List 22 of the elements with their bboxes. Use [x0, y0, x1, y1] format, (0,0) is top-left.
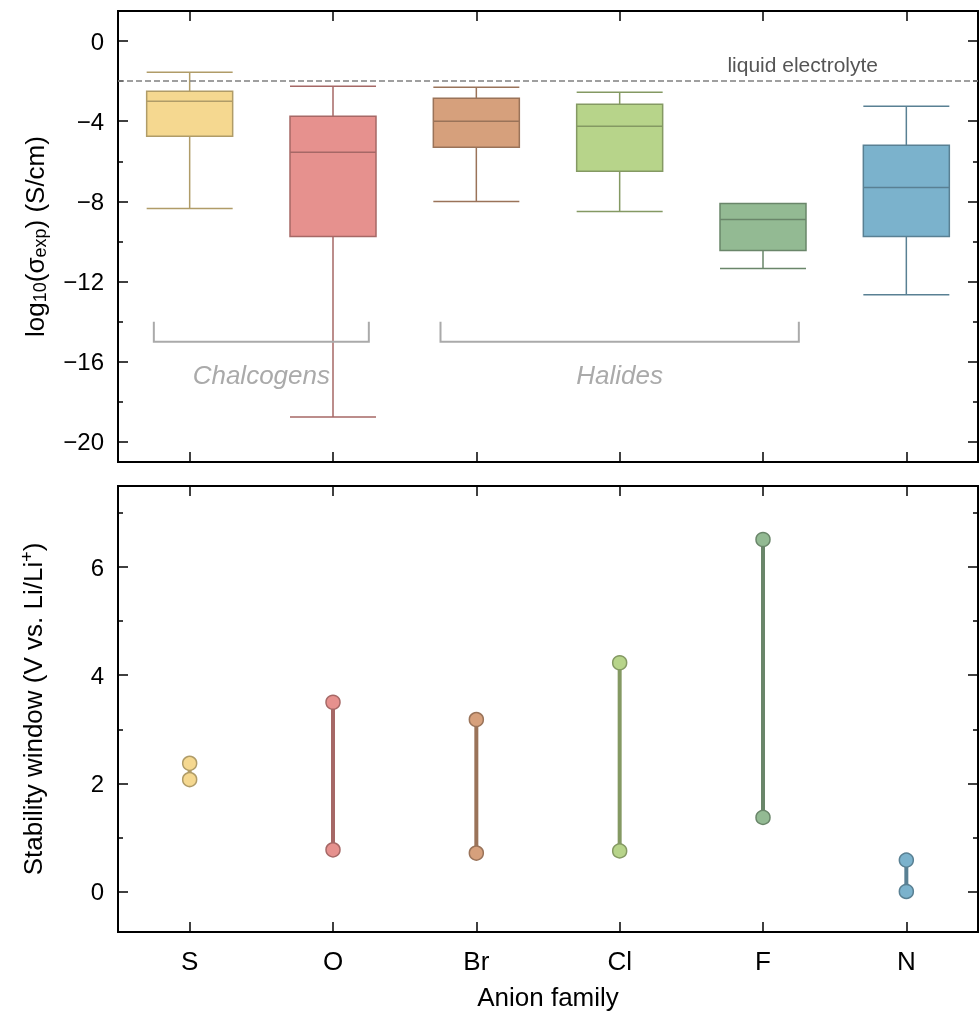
y-tick-label: 0	[90, 27, 104, 55]
y-tick-label: 2	[90, 769, 104, 797]
y-tick-label: −4	[76, 107, 104, 135]
y-axis-title: log10(σexp) (S/cm)	[20, 136, 50, 337]
y-tick-label: −16	[63, 348, 104, 376]
annotation: Chalcogens	[192, 359, 330, 390]
ref-line-label: liquid electrolyte	[727, 53, 878, 77]
x-axis-title: Anion family	[477, 982, 619, 1012]
x-tick-label: F	[755, 946, 771, 976]
y-tick-label: −20	[63, 428, 104, 456]
x-tick-label: S	[180, 946, 199, 976]
x-tick-label: N	[896, 946, 916, 976]
x-tick-label: Cl	[607, 946, 632, 976]
annotation: Halides	[576, 359, 664, 390]
y-tick-label: 4	[90, 661, 104, 689]
y-tick-label: 0	[90, 877, 104, 905]
y-tick-label: −12	[63, 268, 104, 296]
y-tick-label: −8	[76, 187, 104, 215]
y-tick-label: 6	[90, 553, 104, 581]
y-axis-title: Stability window (V vs. Li/Li+)	[17, 542, 48, 876]
x-tick-label: Br	[463, 946, 490, 976]
x-tick-label: O	[322, 946, 344, 976]
